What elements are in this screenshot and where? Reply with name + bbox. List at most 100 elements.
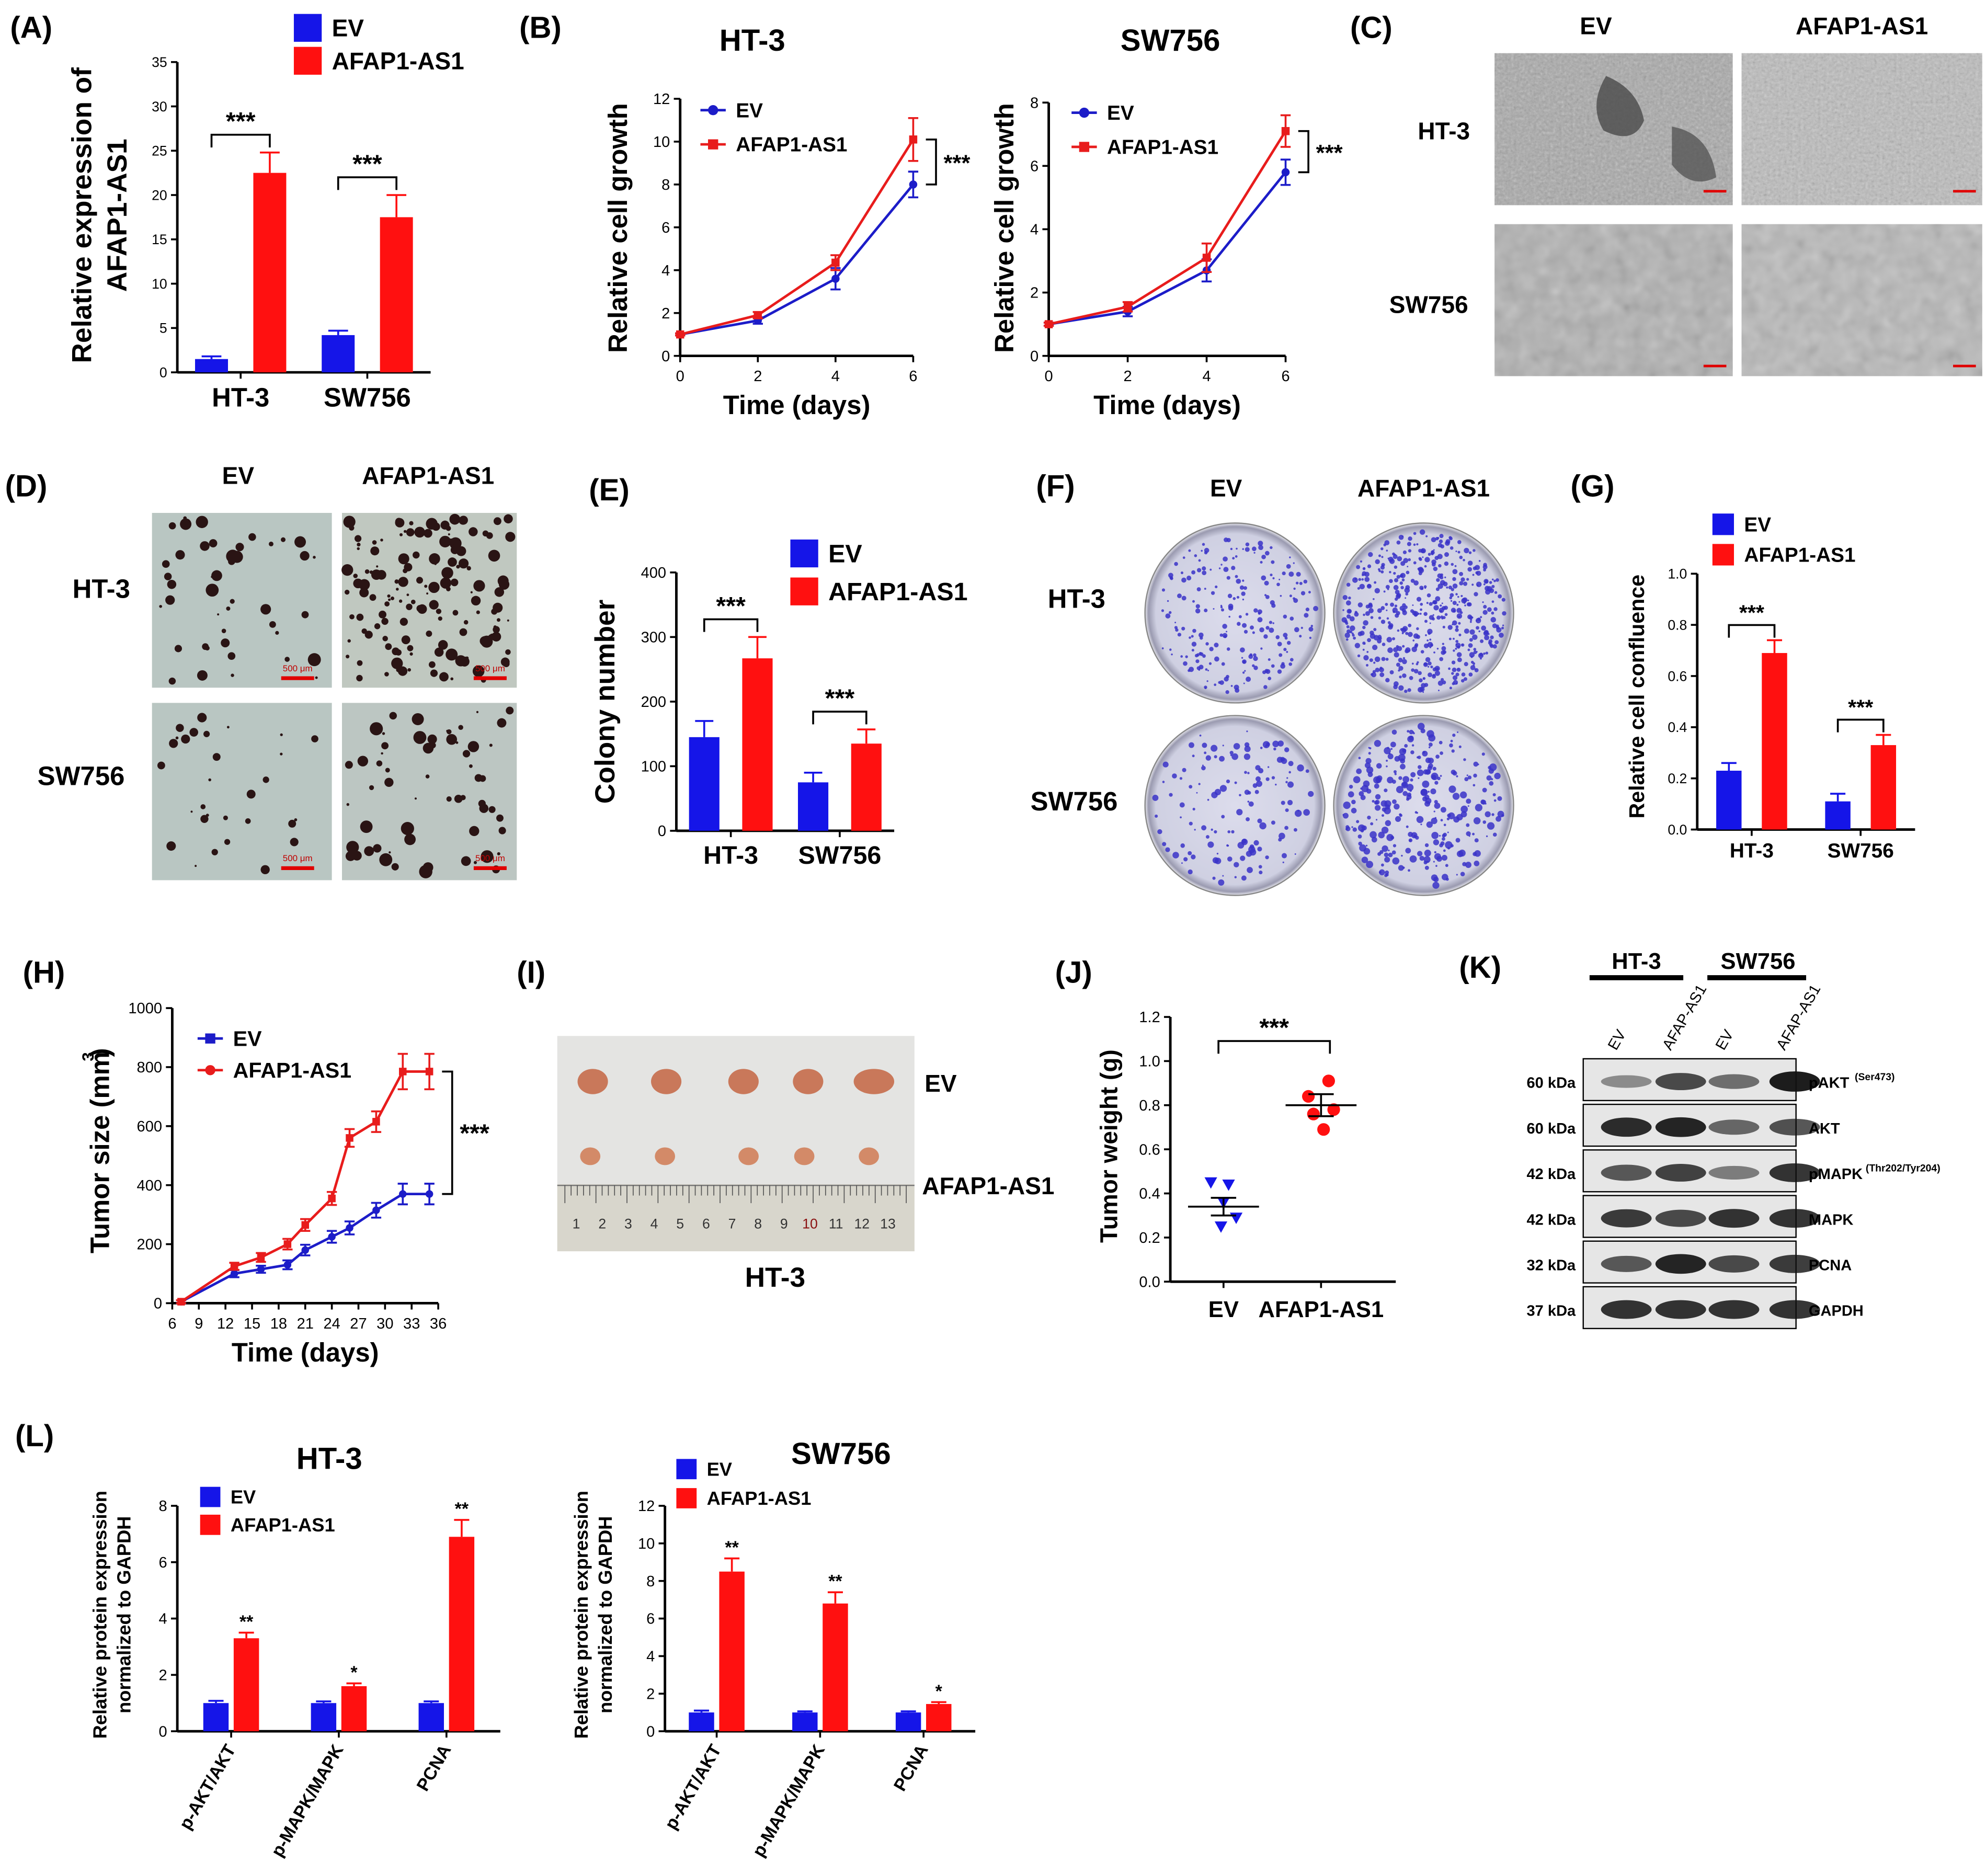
colony [1437,690,1440,692]
colony [1391,729,1397,735]
ruler-number: 10 [802,1216,818,1232]
colony [1189,667,1194,672]
colony [1374,800,1378,805]
colony [1467,560,1473,566]
colony [1232,597,1236,600]
colony [1202,570,1207,576]
colony [394,579,399,584]
y-tick-label: 0.6 [1139,1141,1160,1158]
data-point [754,311,762,319]
colony [454,794,463,803]
colony [1359,791,1364,796]
colony [1300,626,1303,630]
colony [1380,800,1388,807]
colony [200,804,206,809]
colony [441,567,453,579]
bar-AFAP1-AS1 [449,1537,475,1732]
colony [1374,656,1380,662]
colony [168,677,176,685]
colony [1473,665,1475,667]
wb-band [1601,1075,1652,1088]
y-tick-label: 20 [152,187,167,203]
colony [1439,657,1444,661]
colony [1379,869,1385,876]
colony [1229,750,1234,755]
colony [406,593,409,597]
wb-band [1708,1119,1760,1135]
colony [1174,562,1178,566]
colony [1450,739,1453,742]
colony [1473,648,1477,651]
y-tick-label: 200 [641,694,666,711]
significance-label: *** [352,150,382,178]
colony [1431,874,1438,881]
y-tick-label: 8 [661,177,670,193]
c-row-ht3: HT-3 [1418,117,1470,144]
y-tick-label: 6 [159,1554,167,1571]
colony [1446,817,1450,820]
colony [1405,848,1411,854]
colony [1473,852,1477,856]
colony [1283,633,1288,638]
colony [357,756,369,767]
colony [1408,649,1410,651]
series-line-AFAP1-AS1 [680,139,915,336]
colony [1502,611,1506,616]
colony [1374,783,1379,789]
colony [1435,587,1440,591]
colony [346,803,350,806]
x-tick-label: 15 [244,1316,260,1332]
colony [1392,857,1400,865]
colony [1474,838,1479,843]
colony [1231,566,1236,570]
y-tick-label: 0.2 [1668,771,1687,786]
colony [414,527,425,538]
colony [1188,549,1191,552]
colony [1247,800,1250,803]
colony [467,741,480,752]
colony [1387,557,1389,559]
colony [1491,611,1494,615]
colony [1419,687,1425,692]
x-tick-label: 2 [754,368,762,385]
colony [1433,651,1435,654]
colony [1279,653,1283,657]
colony [1383,590,1386,593]
y-tick-label: 2 [661,305,670,322]
legend-label: AFAP1-AS1 [707,1488,812,1509]
colony [1432,602,1434,604]
colony [1466,578,1469,581]
colony [452,610,459,616]
chart-title: HT-3 [296,1442,362,1476]
colony [1408,536,1412,541]
colony [1457,551,1460,554]
y-tick-label: 2 [159,1667,167,1684]
panel-label-j: (J) [1055,956,1092,990]
colony [459,628,467,636]
plate-sw756-afap [1333,715,1514,896]
colony [1204,608,1208,612]
colony [1401,781,1408,788]
colony [412,713,424,726]
colony [1462,597,1468,603]
data-point [1202,254,1211,262]
colony [382,732,385,735]
colony [1393,844,1397,848]
colony [1380,565,1385,570]
y-tick-label: 10 [152,276,167,292]
colony [1288,761,1294,767]
colony [1370,616,1374,619]
data-point [425,1190,433,1198]
colony [1276,582,1280,587]
colony [1205,755,1212,761]
colony [1411,832,1418,839]
colony [1386,637,1393,643]
colony [1399,675,1402,679]
colony [1293,587,1296,590]
colony [200,815,209,823]
colony [1481,752,1485,756]
colony [1405,597,1407,599]
colony [1167,600,1169,602]
colony [1393,585,1399,590]
colony [416,577,423,584]
